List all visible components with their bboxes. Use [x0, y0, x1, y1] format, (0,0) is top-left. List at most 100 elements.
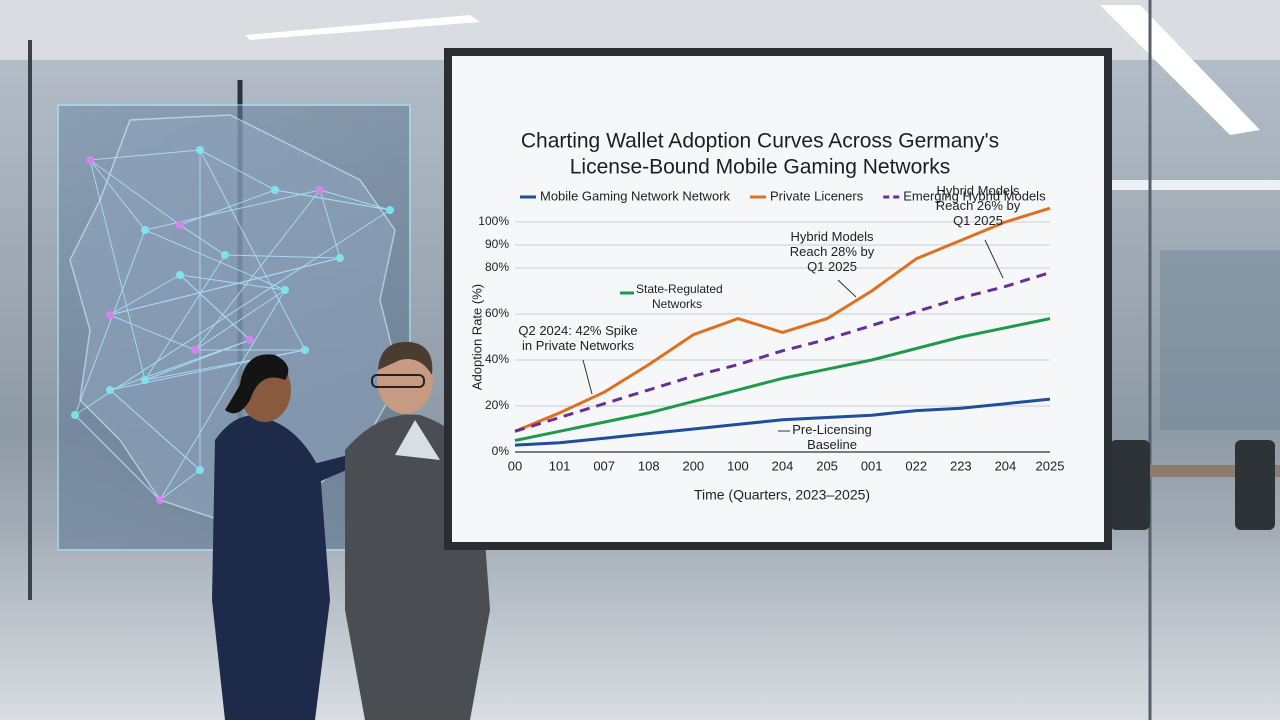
chart-title: License-Bound Mobile Gaming Networks — [570, 156, 951, 179]
annotation-line: Baseline — [807, 437, 857, 452]
network-link — [109, 314, 196, 351]
network-link — [144, 229, 286, 291]
annotation-line: Hybrid Models — [790, 229, 874, 244]
annotation: Hybrid Models Reach 26% by Q1 2025 — [936, 183, 1021, 228]
network-node — [106, 386, 114, 394]
network-node — [106, 311, 114, 319]
series-line — [514, 397, 1051, 447]
network-link — [179, 274, 251, 341]
annotation: Hybrid Models Reach 28% by Q1 2025 — [790, 229, 875, 274]
legend-label: Emerging Hybrid Models — [903, 188, 1046, 203]
network-node — [221, 251, 229, 259]
annotation-line: Reach 28% by — [790, 244, 875, 259]
network-node — [191, 346, 199, 354]
network-node — [141, 376, 149, 384]
x-tick-label: 007 — [593, 458, 615, 473]
y-tick-label: 100% — [478, 214, 509, 228]
network-node — [316, 186, 324, 194]
x-tick-label: 205 — [816, 458, 838, 473]
annotation-arrow — [984, 239, 1004, 279]
network-link — [159, 289, 286, 501]
series-line — [514, 206, 1051, 433]
annotation-line: Reach 26% by — [936, 198, 1021, 213]
x-tick-label: 00 — [508, 458, 522, 473]
chart: Charting Wallet Adoption Curves Across G… — [469, 130, 1064, 503]
x-tick-label: 101 — [549, 458, 571, 473]
network-link — [159, 469, 201, 501]
legend-label: Private Liceners — [770, 188, 864, 203]
network-node — [141, 226, 149, 234]
person-woman — [212, 354, 365, 720]
x-tick-label: 204 — [995, 458, 1017, 473]
network-link — [89, 159, 146, 381]
network-link — [224, 254, 341, 259]
network-node — [246, 336, 254, 344]
network-link — [74, 229, 146, 416]
network-link — [89, 149, 201, 161]
network-node — [281, 286, 289, 294]
network-link — [194, 289, 286, 351]
y-tick-label: 40% — [485, 352, 509, 366]
window — [1160, 250, 1280, 430]
annotation-arrow — [582, 359, 593, 395]
x-axis-title: Time (Quarters, 2023–2025) — [694, 487, 870, 503]
series-label-line: State-Regulated — [636, 282, 723, 296]
network-link — [194, 189, 321, 351]
network-node — [336, 254, 344, 262]
network-link — [179, 189, 276, 226]
ceiling-light — [1110, 180, 1280, 190]
x-tick-label: 200 — [682, 458, 704, 473]
chart-title: Charting Wallet Adoption Curves Across G… — [521, 130, 999, 153]
annotation-line: in Private Networks — [522, 338, 634, 353]
floor — [0, 540, 1280, 720]
network-link — [179, 224, 226, 256]
network-node — [156, 496, 164, 504]
network-link — [199, 149, 276, 191]
y-axis-title: Adoption Rate (%) — [469, 284, 484, 390]
network-link — [144, 254, 226, 381]
network-link — [74, 209, 391, 416]
screen — [452, 56, 1104, 542]
network-link — [89, 159, 146, 231]
annotation-arrow — [837, 279, 857, 298]
series-line — [514, 317, 1051, 442]
x-tick-label: 001 — [861, 458, 883, 473]
network-link — [179, 274, 286, 291]
network-link — [319, 189, 391, 211]
x-tick-label: 204 — [772, 458, 794, 473]
network-link — [274, 189, 391, 211]
chair — [1110, 440, 1150, 530]
network-link — [109, 274, 181, 316]
network-link — [144, 189, 321, 231]
network-node — [176, 271, 184, 279]
x-tick-label: 2025 — [1036, 458, 1065, 473]
y-tick-label: 80% — [485, 260, 509, 274]
network-node — [386, 206, 394, 214]
annotation: Pre-Licensing Baseline — [792, 422, 872, 452]
network-link — [144, 349, 306, 381]
series-label: State-Regulated Networks — [636, 282, 723, 311]
x-tick-label: 223 — [950, 458, 972, 473]
annotation-line: Hybrid Models — [936, 183, 1020, 198]
annotation-line: Q1 2025 — [953, 213, 1003, 228]
y-tick-label: 0% — [492, 444, 510, 458]
network — [71, 146, 394, 504]
network-node — [71, 411, 79, 419]
y-tick-label: 90% — [485, 237, 509, 251]
annotation-line: Q1 2025 — [807, 259, 857, 274]
network-link — [109, 389, 201, 471]
series-line — [514, 271, 1051, 433]
network-link — [109, 339, 251, 391]
annotation-line: Q2 2024: 42% Spike — [518, 323, 637, 338]
network-node — [176, 221, 184, 229]
network-node — [196, 466, 204, 474]
annotation-line: Pre-Licensing — [792, 422, 872, 437]
x-tick-label: 100 — [727, 458, 749, 473]
annotation: Q2 2024: 42% Spike in Private Networks — [518, 323, 637, 353]
ceiling-light — [245, 15, 480, 40]
x-tick-label: 108 — [638, 458, 660, 473]
network-link — [199, 149, 306, 351]
ceiling-light — [1100, 5, 1260, 135]
network-node — [196, 146, 204, 154]
